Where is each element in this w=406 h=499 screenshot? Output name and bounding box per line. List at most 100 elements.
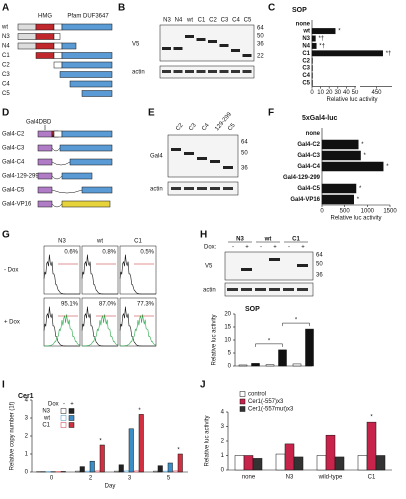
bar [321, 161, 384, 172]
lane-label: C4 [232, 18, 240, 24]
panel-letter: H [200, 230, 207, 241]
percent-label: 95.1% [61, 302, 79, 308]
row-label: - Dox [4, 268, 18, 274]
band [196, 38, 206, 41]
category-label: wt [302, 29, 310, 35]
y-tick-label: 0 [25, 470, 29, 476]
chart-title: Cer1 [18, 393, 34, 400]
y-axis-label: Relative luc activity [205, 415, 211, 466]
lane-label: C3 [221, 18, 229, 24]
chart-title: SOP [245, 306, 260, 313]
x-tick-label: 1000 [361, 209, 375, 215]
lane-label: C4 [201, 122, 211, 132]
axis-break [356, 84, 360, 90]
band [208, 40, 217, 43]
lane-label: C1 [198, 18, 206, 24]
domain [61, 172, 93, 180]
construct-label: Gal4-129-299 [2, 174, 39, 180]
domain [53, 42, 63, 50]
chart-title: 5xGal4-luc [302, 115, 338, 122]
bar [265, 364, 275, 367]
y-tick-label: 4 [221, 410, 225, 416]
category-label: Gal4-C2 [297, 142, 320, 148]
bar [134, 470, 140, 473]
panel-letter: G [2, 230, 10, 241]
x-axis-label: Relative luc activity [330, 216, 381, 222]
domain [61, 61, 113, 69]
marker-label: 64 [257, 26, 264, 32]
domain [61, 23, 113, 31]
y-tick-label: 2 [25, 434, 29, 440]
x-tick-label: 0 [320, 209, 324, 215]
category-label: none [306, 131, 321, 137]
bracket [282, 322, 310, 327]
bar [334, 456, 345, 471]
blot-label: actin [132, 70, 145, 76]
bar [157, 465, 163, 473]
legend-swatch [239, 391, 246, 397]
band [269, 258, 280, 261]
annotation: * [357, 197, 360, 203]
construct-label: C5 [2, 91, 10, 97]
legend-swatch [68, 422, 75, 428]
legend-label: Cer1(-557)x3 [248, 399, 284, 405]
category-label: C4 [302, 73, 310, 79]
marker-label: 50 [241, 151, 248, 157]
group-label: C1 [292, 237, 300, 243]
domain [59, 144, 113, 152]
legend-label: wt [43, 416, 50, 422]
category-label: none [296, 21, 311, 27]
row-label: + Dox [4, 320, 20, 326]
x-tick-label: 5 [167, 476, 171, 482]
bar [173, 470, 179, 473]
band [197, 157, 207, 160]
annotation: * [99, 439, 102, 445]
domain [53, 33, 61, 40]
legend-swatch [60, 408, 67, 414]
legend-swatch [239, 398, 246, 405]
domain [35, 42, 55, 50]
domain [69, 80, 113, 88]
legend-swatch [68, 415, 75, 421]
bar [128, 428, 134, 473]
blot-label: actin [203, 288, 216, 294]
category-label: Gal4-C5 [297, 186, 320, 192]
bar [234, 455, 245, 471]
band [223, 166, 233, 169]
panel-letter: C [268, 3, 275, 14]
legend-sign: - [63, 402, 65, 408]
annotation: * [364, 153, 367, 159]
linker [51, 175, 63, 180]
domain [69, 158, 113, 166]
y-tick-label: 2 [221, 439, 225, 445]
domain [35, 33, 55, 40]
bar [138, 414, 144, 473]
construct-label: N3 [2, 34, 10, 40]
y-tick-label: 10 [224, 338, 231, 344]
marker-label: 22 [257, 54, 264, 60]
annotation: * [295, 318, 298, 324]
bar [325, 434, 336, 471]
band [197, 187, 207, 190]
domain [37, 172, 53, 180]
blot [159, 65, 255, 79]
blot-label: actin [150, 187, 163, 193]
domain [37, 200, 53, 208]
domain [53, 23, 63, 31]
domain [37, 158, 53, 166]
bar [275, 453, 286, 471]
legend-label: N3 [42, 409, 50, 415]
domain [17, 33, 37, 40]
annotation: * [338, 29, 341, 35]
band [231, 70, 240, 73]
legend-title: Dox [48, 402, 59, 408]
marker-label: 64 [316, 253, 323, 259]
lane-label: C3 [188, 122, 198, 132]
header: Pfam DUF3647 [67, 14, 109, 20]
domain [59, 71, 113, 78]
marker-label: 36 [257, 42, 264, 48]
legend-label: C1 [42, 423, 50, 429]
x-tick-label: 20 [326, 90, 333, 96]
band [297, 264, 308, 267]
band [210, 187, 220, 190]
